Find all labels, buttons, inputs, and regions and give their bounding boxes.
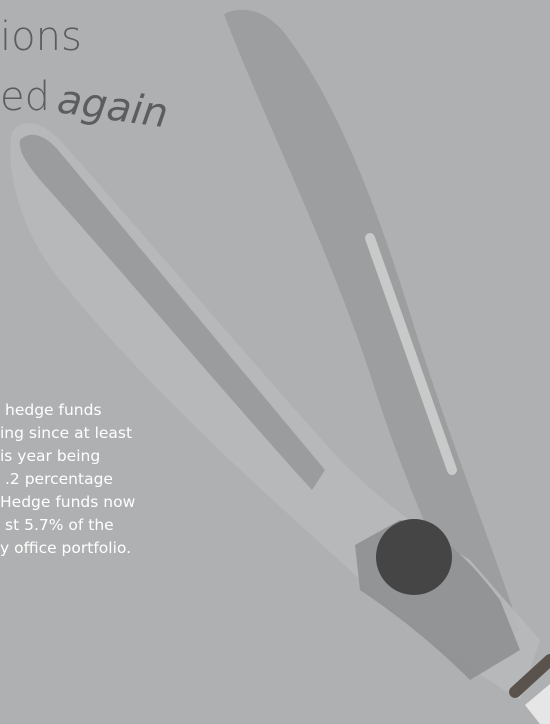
blade-stripe [19,134,325,490]
scissor-blade [224,9,520,651]
body-line: ing since at least [0,424,132,442]
body-line: hedge funds [5,401,102,419]
title-line: ions [0,14,82,60]
body-line: Hedge funds now [0,493,136,511]
body-line: .2 percentage [5,470,113,488]
pivot-screw [376,519,452,595]
body-line: st 5.7% of the [5,516,114,534]
handle [509,654,550,698]
body-line: is year being [0,447,100,465]
title-line: ed [0,74,50,120]
body-line: y office portfolio. [0,539,131,557]
handle-light [525,684,550,724]
body-text: hedge funds ing since at least is year bei… [0,401,136,557]
blade-highlight [365,233,457,475]
